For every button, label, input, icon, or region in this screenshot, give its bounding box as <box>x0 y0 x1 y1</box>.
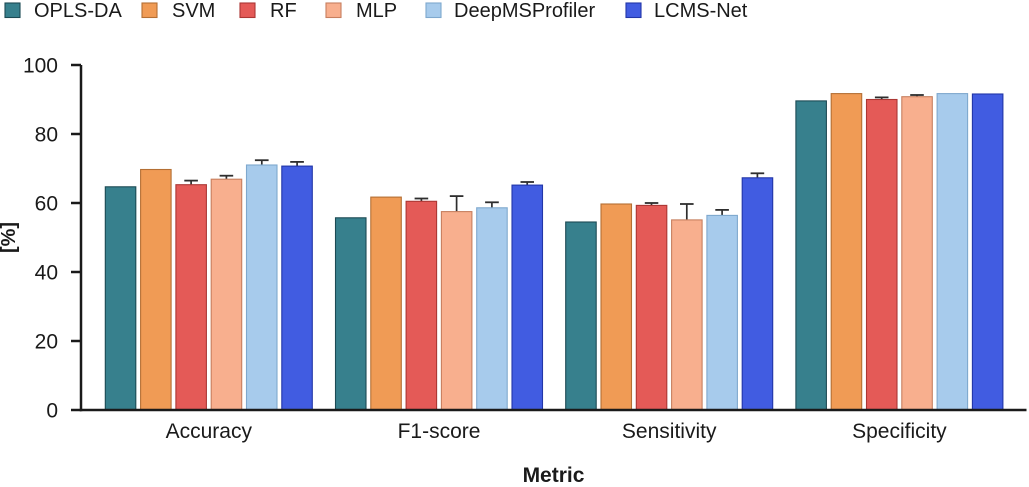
svg-text:OPLS-DA: OPLS-DA <box>34 0 122 22</box>
svg-text:40: 40 <box>35 262 58 285</box>
svg-text:LCMS-Net: LCMS-Net <box>654 0 748 22</box>
svg-text:60: 60 <box>35 193 58 216</box>
svg-text:SVM: SVM <box>172 0 215 22</box>
svg-text:100: 100 <box>23 55 58 78</box>
svg-text:[%]: [%] <box>0 222 20 253</box>
svg-text:Sensitivity: Sensitivity <box>622 420 717 443</box>
svg-text:0: 0 <box>46 400 58 423</box>
svg-text:80: 80 <box>35 124 58 147</box>
svg-text:F1-score: F1-score <box>398 420 481 443</box>
svg-text:Metric: Metric <box>523 464 585 487</box>
svg-text:Specificity: Specificity <box>852 420 947 443</box>
svg-text:RF: RF <box>270 0 297 22</box>
svg-text:MLP: MLP <box>356 0 397 22</box>
svg-text:20: 20 <box>35 331 58 354</box>
svg-text:Accuracy: Accuracy <box>166 420 253 443</box>
svg-text:DeepMSProfiler: DeepMSProfiler <box>454 0 596 22</box>
